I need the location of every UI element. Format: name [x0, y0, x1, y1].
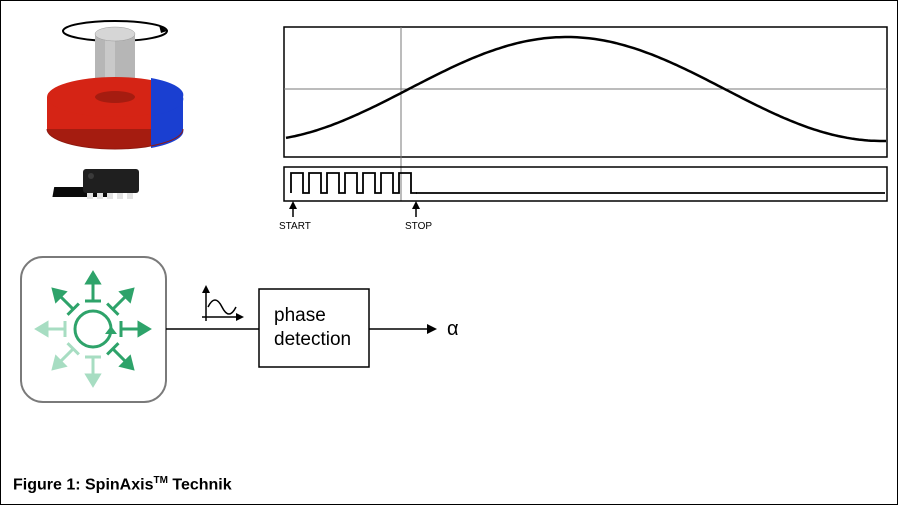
sine-axes-icon [202, 285, 244, 321]
figure-caption: Figure 1: SpinAxisTM Technik [13, 475, 232, 494]
spinning-hall-icon [37, 273, 149, 385]
figure-container: START STOP [0, 0, 898, 505]
caption-suffix: Technik [168, 476, 232, 493]
caption-tm: TM [153, 475, 167, 486]
flow-diagram: phase detection α [1, 1, 898, 506]
caption-prefix: Figure 1: SpinAxis [13, 476, 153, 493]
arrowhead-icon [427, 324, 437, 334]
phase-label-2: detection [274, 329, 351, 350]
alpha-label: α [447, 318, 459, 340]
phase-label-1: phase [274, 305, 326, 326]
phase-detection-box [259, 289, 369, 367]
